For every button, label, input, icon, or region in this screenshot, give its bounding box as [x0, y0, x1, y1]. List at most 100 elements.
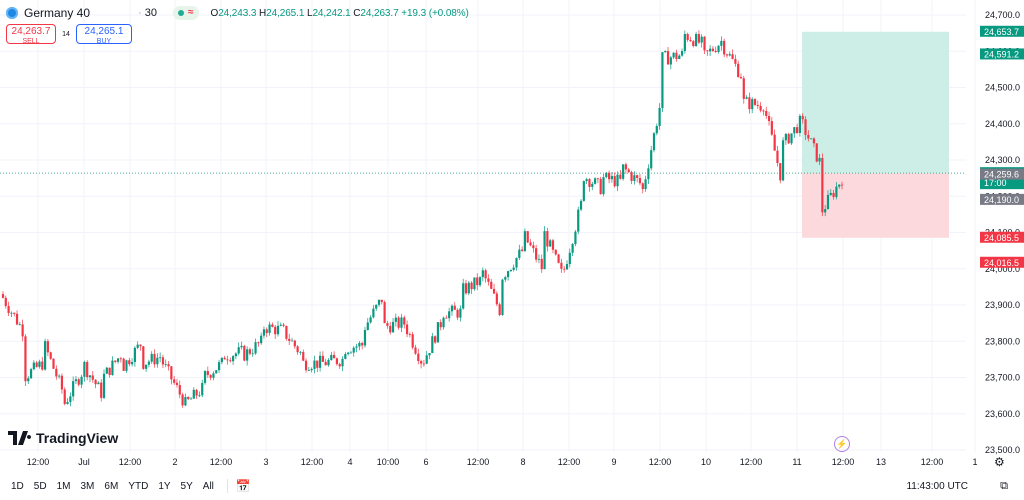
candle: [128, 357, 131, 367]
range-3m[interactable]: 3M: [80, 480, 95, 492]
candle: [276, 321, 280, 337]
candle: [467, 281, 470, 296]
clipboard-icon[interactable]: ⧉: [1000, 479, 1008, 492]
candle-body: [330, 354, 333, 361]
candle: [753, 97, 757, 107]
candle: [624, 162, 628, 174]
candle-body: [529, 242, 532, 246]
spread-value: 14: [62, 30, 70, 38]
x-tick-label: 8: [520, 457, 525, 467]
candle-body: [543, 231, 546, 270]
candle: [187, 396, 190, 401]
candle: [170, 365, 173, 385]
market-status-badge[interactable]: ≈: [173, 6, 199, 20]
candle: [840, 181, 844, 190]
candle-body: [363, 329, 367, 346]
candle: [304, 358, 308, 373]
range-5d[interactable]: 5D: [33, 480, 47, 492]
candle: [725, 53, 729, 58]
candle: [652, 131, 656, 153]
candle: [49, 351, 52, 360]
candle: [675, 49, 678, 62]
range-ytd[interactable]: YTD: [128, 480, 149, 492]
tradingview-logo[interactable]: TradingView: [8, 430, 118, 446]
symbol-name[interactable]: Germany 40: [24, 6, 91, 20]
candle-body: [613, 176, 616, 187]
candle: [383, 300, 386, 324]
candle-body: [58, 375, 61, 377]
range-5y[interactable]: 5Y: [180, 480, 193, 492]
gear-icon[interactable]: ⚙: [994, 455, 1005, 469]
candle: [293, 339, 296, 349]
candle: [307, 367, 310, 371]
candle-body: [279, 324, 282, 326]
candle-body: [296, 346, 299, 353]
candle-body: [102, 373, 106, 398]
candle-body: [290, 340, 294, 342]
candle-body: [4, 297, 7, 307]
y-tick-label: 24,300.0: [985, 155, 1020, 165]
candle-body: [812, 138, 816, 144]
interval-label[interactable]: · 30: [138, 7, 158, 19]
candle-body: [608, 172, 611, 180]
candle: [391, 318, 395, 333]
candle: [145, 364, 148, 372]
candle: [518, 244, 521, 260]
range-1d[interactable]: 1D: [11, 480, 24, 492]
range-all[interactable]: All: [202, 480, 214, 492]
candle-body: [476, 277, 479, 286]
candle: [644, 175, 647, 192]
candle: [288, 333, 291, 346]
candle: [428, 352, 431, 360]
candle: [206, 366, 209, 378]
candle-body: [358, 342, 361, 347]
candle-body: [756, 104, 759, 106]
candle: [613, 172, 616, 188]
candle-body: [189, 398, 193, 400]
candle-body: [391, 321, 395, 333]
candle-body: [666, 51, 670, 65]
wave-icon: ≈: [188, 7, 194, 18]
candle-body: [434, 336, 437, 343]
candle: [251, 348, 254, 357]
candle: [66, 398, 69, 405]
candle: [796, 123, 799, 135]
candle-body: [709, 48, 712, 52]
candle-body: [796, 127, 799, 133]
calendar-icon[interactable]: 📅: [235, 479, 251, 493]
candle: [282, 323, 285, 328]
candle: [557, 253, 560, 264]
candle: [100, 378, 103, 402]
candle-body: [810, 138, 813, 140]
utc-clock[interactable]: 11:43:00 UTC: [906, 480, 968, 492]
range-6m[interactable]: 6M: [104, 480, 119, 492]
lightning-icon[interactable]: ⚡: [834, 436, 850, 452]
candle-body: [490, 281, 493, 289]
candle: [476, 273, 479, 291]
candle-body: [526, 231, 529, 243]
buy-button[interactable]: 24,265.1 BUY: [76, 24, 132, 45]
candle-body: [734, 58, 737, 64]
candle: [377, 299, 381, 307]
candle-body: [223, 357, 226, 360]
range-1m[interactable]: 1M: [56, 480, 71, 492]
candle: [490, 278, 493, 290]
candle: [501, 278, 504, 316]
candle-body: [835, 186, 838, 197]
candle-body: [209, 375, 212, 378]
candle-body: [91, 375, 94, 380]
range-1y[interactable]: 1Y: [158, 480, 171, 492]
candle: [13, 312, 16, 317]
candle: [271, 322, 274, 328]
x-tick-label: 10: [701, 457, 711, 467]
sell-button[interactable]: 24,263.7 SELL: [6, 24, 56, 45]
stop-loss-label: 24,085.5: [984, 233, 1019, 243]
candle-body: [680, 51, 684, 56]
candle-body: [217, 362, 221, 371]
candle-body: [554, 249, 557, 255]
candle: [397, 316, 400, 330]
candle: [88, 374, 92, 383]
candle: [296, 345, 299, 355]
price-chart[interactable]: 24,700.024,600.024,500.024,400.024,300.0…: [0, 0, 1024, 470]
candle-body: [282, 324, 285, 326]
